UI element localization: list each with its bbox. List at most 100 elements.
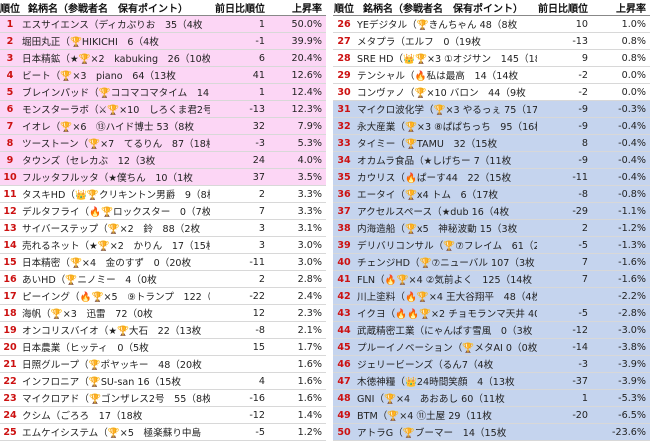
table-row: 27 メタプラ（エルフ 0（19枚 -13 0.8% xyxy=(333,32,650,50)
rank-cell: 37 xyxy=(333,202,355,220)
rank-cell: 40 xyxy=(333,253,355,271)
stock-name-cell: タウンズ（セレカぶ 12（3枚 xyxy=(20,151,210,169)
table-row: 13 サイバーステップ（🏆×2 鈴 88（2枚 3 3.1% xyxy=(0,219,326,237)
prev-rank-change-cell: -16 xyxy=(210,389,268,407)
rise-rate-cell: -1.6% xyxy=(591,253,650,271)
stock-name-cell: オンコリスバイオ（★🏆大石 22（13枚 xyxy=(20,321,210,339)
stock-name-cell: エスサイエンス（ディカぷりお 35（4枚 xyxy=(20,15,210,33)
rise-rate-cell: 1.2% xyxy=(268,423,326,441)
stock-name-cell: プルーイノベーション（🏆メタAI 0（0枚 xyxy=(355,338,537,356)
stock-name-cell: インフロニア（🏆SU-san 16（15枚 xyxy=(20,372,210,390)
ranking-table: 順位 銘柄名（参戦者名 保有ポイント） 前日比順位 上昇率 26 YEデジタル（🏆… xyxy=(333,0,650,441)
rank-cell: 47 xyxy=(333,372,355,390)
prev-rank-change-cell: -9 xyxy=(537,100,591,118)
table-row: 10 フルッタフルッタ（★僕ちん 10（1枚 37 3.5% xyxy=(0,168,326,186)
table-row: 11 タスキHD（👑🏆クリキントン男爵 9（8枚 2 3.3% xyxy=(0,185,326,203)
rank-cell: 11 xyxy=(0,185,20,203)
stock-name-cell: イクヨ（🔥🔥🏆×2 チョモランマ天井 40（8枚 xyxy=(355,304,537,322)
table-row: 46 ジェリービーンズ（るん7（4枚 -3 -3.9% xyxy=(333,355,650,373)
prev-rank-change-cell: -9 xyxy=(537,117,591,135)
rise-rate-cell: -2.2% xyxy=(591,287,650,305)
rank-cell: 18 xyxy=(0,304,20,322)
rank-cell: 46 xyxy=(333,355,355,373)
rise-rate-cell: 3.5% xyxy=(268,168,326,186)
stock-name-cell: エムケイシステム（🏆×5 極楽蘇り中島 85（16枚 xyxy=(20,423,210,441)
rise-rate-cell: -0.8% xyxy=(591,185,650,203)
rank-cell: 49 xyxy=(333,406,355,424)
table-row: 21 日照グループ（🏆ポヤッキー 48（20枚 1.6% xyxy=(0,355,326,373)
prev-rank-change-cell: 4 xyxy=(210,372,268,390)
rank-cell: 5 xyxy=(0,83,20,101)
table-header-row: 順位 銘柄名（参戦者名 保有ポイント） 前日比順位 上昇率 xyxy=(0,0,326,16)
prev-rank-change-cell: 1 xyxy=(537,389,591,407)
rank-cell: 50 xyxy=(333,423,355,441)
table-row: 14 売れるネット（★🏆×2 かりん 17（15枚 3 3.0% xyxy=(0,236,326,254)
rank-cell: 13 xyxy=(0,219,20,237)
rise-rate-cell: -0.4% xyxy=(591,168,650,186)
ranking-table: 順位 銘柄名（参戦者名 保有ポイント） 前日比順位 上昇率 1 エスサイエンス（デ… xyxy=(0,0,326,441)
rank-cell: 6 xyxy=(0,100,20,118)
stock-name-cell: 永大産業（🏆×3 ⑧ぱぱちっち 95（16枚 xyxy=(355,117,537,135)
table-row: 32 永大産業（🏆×3 ⑧ぱぱちっち 95（16枚 -9 -0.4% xyxy=(333,117,650,135)
rise-rate-cell: 3.3% xyxy=(268,202,326,220)
rise-rate-cell: 3.3% xyxy=(268,185,326,203)
rank-cell: 35 xyxy=(333,168,355,186)
stock-name-cell: ツーストーン（🏆×7 てるりん 87（18枚 xyxy=(20,134,210,152)
rank-header: 順位 xyxy=(0,0,20,16)
rise-rate-cell: 0.0% xyxy=(591,83,650,101)
prev-rank-change-cell: -20 xyxy=(537,406,591,424)
rise-rate-cell: 3.1% xyxy=(268,219,326,237)
rank-cell: 32 xyxy=(333,117,355,135)
rise-rate-cell: 1.6% xyxy=(268,372,326,390)
rise-rate-cell: -2.8% xyxy=(591,304,650,322)
stock-name-cell: イオレ（🏆×6 ⑬ハイド博士 53（8枚 xyxy=(20,117,210,135)
rise-rate-cell: 12.3% xyxy=(268,100,326,118)
table-row: 37 アクセルスペース（★dub 16（4枚 -29 -1.1% xyxy=(333,202,650,220)
prev-rank-change-cell: -22 xyxy=(210,287,268,305)
rank-cell: 4 xyxy=(0,66,20,84)
rise-rate-cell: 2.8% xyxy=(268,270,326,288)
rank-cell: 19 xyxy=(0,321,20,339)
prev-rank-change-cell xyxy=(537,287,591,305)
stock-name-cell: SRE HD（👑🏆×3 ①オジサン 145（18枚 xyxy=(355,49,537,67)
prev-rank-change-cell: -8 xyxy=(537,185,591,203)
rise-rate-cell: -6.5% xyxy=(591,406,650,424)
prev-rank-change-cell: -5 xyxy=(537,236,591,254)
table-row: 40 チェンジHD（🏆⑦ニューバル 107（3枚 7 -1.6% xyxy=(333,253,650,271)
rank-cell: 41 xyxy=(333,270,355,288)
rise-rate-cell: 1.6% xyxy=(268,389,326,407)
stock-name-cell: YEデジタル（🏆きんちゃん 48（8枚 xyxy=(355,15,537,33)
prev-rank-change-cell: 15 xyxy=(210,338,268,356)
stock-name-cell: 内海造船（🏆x5 神秘波動 15（3枚 xyxy=(355,219,537,237)
prev-rank-change-cell: 2 xyxy=(210,270,268,288)
rank-cell: 10 xyxy=(0,168,20,186)
rank-cell: 26 xyxy=(333,15,355,33)
prev-rank-change-cell: -2 xyxy=(537,83,591,101)
table-row: 15 日本精密（🏆×4 金のすず 0（20枚 -11 3.0% xyxy=(0,253,326,271)
table-row: 8 ツーストーン（🏆×7 てるりん 87（18枚 -3 5.3% xyxy=(0,134,326,152)
stock-name-cell: テンシャル（🔥私は最高 14（14枚 xyxy=(355,66,537,84)
prev-rank-change-cell: -11 xyxy=(537,168,591,186)
table-row: 41 FLN（🔥🏆×4 ②気前よく 125（14枚 7 -1.6% xyxy=(333,270,650,288)
stock-name-cell: エータイ（🏆x4 トム 6（17枚 xyxy=(355,185,537,203)
stock-name-cell: 日本精鉱（★🏆×2 kabuking 26（10枚 xyxy=(20,49,210,67)
rank-cell: 31 xyxy=(333,100,355,118)
table-row: 38 内海造船（🏆x5 神秘波動 15（3枚 2 -1.2% xyxy=(333,219,650,237)
rank-cell: 20 xyxy=(0,338,20,356)
rise-rate-cell: 3.0% xyxy=(268,253,326,271)
rise-rate-cell: -3.9% xyxy=(591,355,650,373)
table-row: 48 GNI（🏆×4 あおあし 60（11枚 1 -5.3% xyxy=(333,389,650,407)
prev-rank-change-cell: 9 xyxy=(537,49,591,67)
prev-rank-change-cell: 24 xyxy=(210,151,268,169)
stock-name-cell: マイクロ波化学（🏆×3 やるっぇ 75（17枚 xyxy=(355,100,537,118)
prev-rank-change-cell: -13 xyxy=(210,100,268,118)
stock-name-cell: チェンジHD（🏆⑦ニューバル 107（3枚 xyxy=(355,253,537,271)
rank-cell: 48 xyxy=(333,389,355,407)
stock-name-cell: 海帆（🏆×3 迅雷 72（0枚 xyxy=(20,304,210,322)
rise-rate-cell: 7.9% xyxy=(268,117,326,135)
stock-name-cell: アクセルスペース（★dub 16（4枚 xyxy=(355,202,537,220)
